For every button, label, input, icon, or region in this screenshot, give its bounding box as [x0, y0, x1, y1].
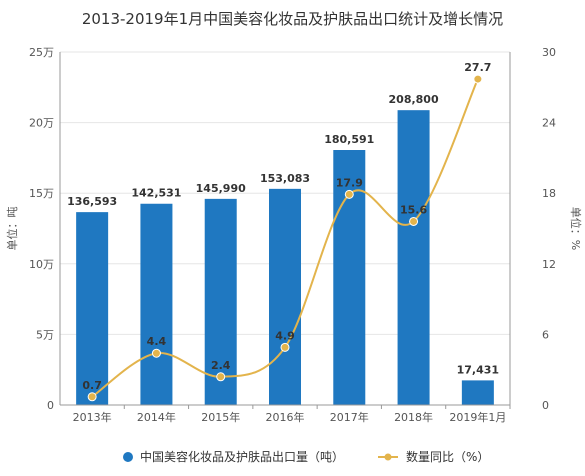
x-tick-label: 2014年 [137, 410, 176, 424]
growth-point [473, 74, 483, 84]
bar-value-label: 17,431 [457, 363, 499, 376]
y2-tick-label: 12 [542, 258, 556, 271]
growth-point [409, 216, 419, 226]
growth-value-label: 27.7 [464, 61, 491, 74]
legend-bar-label: 中国美容化妆品及护肤品出口量（吨） [140, 449, 344, 464]
y-tick-label: 15万 [29, 187, 54, 200]
bar-value-label: 180,591 [324, 133, 374, 146]
y2-tick-label: 18 [542, 187, 556, 200]
x-tick-label: 2018年 [394, 410, 433, 424]
y2-tick-label: 0 [542, 399, 549, 412]
chart-title: 2013-2019年1月中国美容化妆品及护肤品出口统计及增长情况 [81, 10, 504, 28]
line-layer [87, 74, 483, 402]
y-axis-title: 单位：吨 [5, 207, 19, 251]
bar [140, 203, 173, 405]
bar-value-label: 208,800 [389, 93, 439, 106]
y-tick-label: 10万 [29, 258, 54, 271]
growth-value-label: 0.7 [82, 379, 102, 392]
bar-value-label: 136,593 [67, 195, 117, 208]
bar-value-label: 153,083 [260, 172, 310, 185]
growth-value-label: 15.6 [400, 203, 427, 216]
bar [461, 380, 494, 405]
legend: 中国美容化妆品及护肤品出口量（吨） 数量同比（%） [123, 449, 489, 464]
x-tick-label: 2015年 [201, 410, 240, 424]
y2-tick-label: 24 [542, 117, 556, 130]
y-tick-label: 5万 [36, 328, 54, 341]
bar [397, 110, 430, 405]
growth-point [87, 392, 97, 402]
growth-point [151, 348, 161, 358]
y2-tick-label: 30 [542, 46, 556, 59]
legend-line-marker [384, 453, 392, 461]
bar [76, 212, 109, 405]
y-tick-label: 25万 [29, 46, 54, 59]
legend-line-label: 数量同比（%） [406, 449, 489, 464]
x-tick-label: 2017年 [330, 410, 369, 424]
x-tick-label: 2016年 [266, 410, 305, 424]
bar-value-label: 145,990 [196, 182, 246, 195]
bar [269, 188, 301, 405]
growth-value-label: 2.4 [211, 359, 231, 372]
growth-value-label: 17.9 [336, 176, 363, 189]
bar-value-label: 142,531 [131, 187, 181, 200]
legend-bar-swatch [123, 452, 133, 462]
y2-tick-label: 6 [542, 328, 549, 341]
y-tick-label: 0 [47, 399, 54, 412]
x-tick-label: 2013年 [73, 410, 112, 424]
growth-point [280, 342, 290, 352]
growth-point [344, 189, 354, 199]
x-tick-label: 2019年1月 [449, 410, 506, 424]
axis-layer: 0 5万 10万 15万 20万 25万 0 6 12 18 24 30 单位：吨 单位：% 2013年 20… [5, 46, 583, 424]
growth-point [216, 372, 226, 382]
y-tick-label: 20万 [29, 117, 54, 130]
bars-layer [76, 110, 494, 405]
growth-value-label: 4.9 [275, 329, 295, 342]
bar [204, 198, 237, 405]
y2-axis-title: 单位：% [569, 207, 583, 250]
growth-value-label: 4.4 [147, 335, 167, 348]
labels-layer: 136,593 142,531 145,990 153,083 180,591 208,8… [67, 61, 499, 392]
growth-line [91, 78, 479, 398]
